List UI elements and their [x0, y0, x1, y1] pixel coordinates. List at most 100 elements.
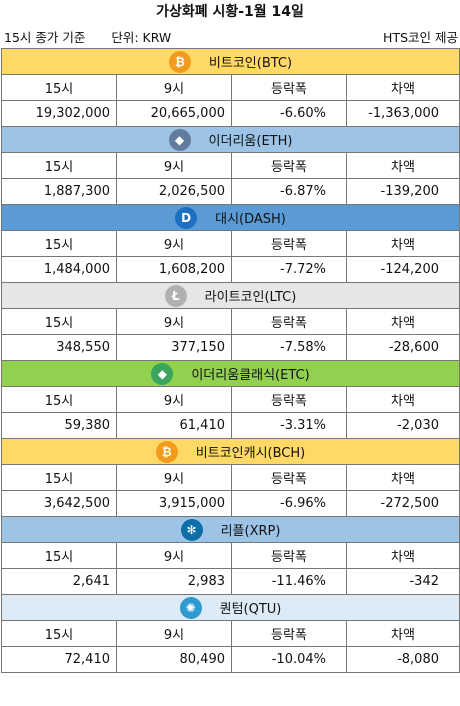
- column-header: 차액: [346, 309, 460, 334]
- subtitle-bar: 15시 종가 기준 단위: KRW HTS코인 제공: [0, 24, 460, 48]
- value-cell: -11.46%: [231, 569, 346, 594]
- value-cell: -6.60%: [231, 101, 346, 126]
- column-header: 15시: [1, 75, 116, 100]
- value-cell: 19,302,000: [1, 101, 116, 126]
- ethereum-icon: ◆: [168, 128, 191, 151]
- column-header: 15시: [1, 465, 116, 490]
- ethereum-classic-icon: ◆: [151, 362, 174, 385]
- qtum-icon: ✺: [179, 596, 202, 619]
- column-header: 15시: [1, 231, 116, 256]
- column-header-row: 15시 9시 등락폭 차액: [1, 387, 460, 413]
- value-row: 72,410 80,490 -10.04% -8,080: [1, 647, 460, 673]
- value-cell: -272,500: [346, 491, 460, 516]
- value-cell: -139,200: [346, 179, 460, 204]
- value-cell: 61,410: [116, 413, 231, 438]
- basis-label: 15시 종가 기준: [4, 29, 86, 45]
- coin-header: ₿ 비트코인캐시(BCH): [1, 439, 460, 465]
- value-cell: -7.72%: [231, 257, 346, 282]
- value-cell: 1,608,200: [116, 257, 231, 282]
- value-cell: 2,641: [1, 569, 116, 594]
- value-cell: -28,600: [346, 335, 460, 360]
- value-row: 3,642,500 3,915,000 -6.96% -272,500: [1, 491, 460, 517]
- value-cell: 2,983: [116, 569, 231, 594]
- value-cell: -3.31%: [231, 413, 346, 438]
- dash-icon: D: [175, 206, 198, 229]
- coin-header: ₿ 비트코인(BTC): [1, 49, 460, 75]
- value-cell: 2,026,500: [116, 179, 231, 204]
- ripple-icon: ✻: [180, 518, 203, 541]
- coin-name: 이더리움(ETH): [208, 134, 293, 149]
- column-header: 차액: [346, 153, 460, 178]
- litecoin-icon: Ł: [164, 284, 187, 307]
- value-cell: 20,665,000: [116, 101, 231, 126]
- column-header: 15시: [1, 153, 116, 178]
- column-header: 차액: [346, 465, 460, 490]
- column-header: 등락폭: [231, 231, 346, 256]
- column-header: 차액: [346, 543, 460, 568]
- column-header: 차액: [346, 387, 460, 412]
- value-cell: -8,080: [346, 647, 460, 672]
- value-cell: 3,642,500: [1, 491, 116, 516]
- provider-label: HTS코인 제공: [383, 29, 458, 45]
- value-row: 19,302,000 20,665,000 -6.60% -1,363,000: [1, 101, 460, 127]
- price-table: ₿ 비트코인(BTC) 15시 9시 등락폭 차액 19,302,000 20,665,000…: [1, 48, 460, 673]
- coin-header: ◆ 이더리움(ETH): [1, 127, 460, 153]
- value-row: 348,550 377,150 -7.58% -28,600: [1, 335, 460, 361]
- value-cell: -342: [346, 569, 460, 594]
- coin-header: ✻ 리플(XRP): [1, 517, 460, 543]
- coin-name: 대시(DASH): [215, 212, 286, 227]
- column-header: 9시: [116, 231, 231, 256]
- column-header: 등락폭: [231, 75, 346, 100]
- column-header-row: 15시 9시 등락폭 차액: [1, 543, 460, 569]
- value-cell: -6.96%: [231, 491, 346, 516]
- value-cell: -1,363,000: [346, 101, 460, 126]
- value-cell: 1,887,300: [1, 179, 116, 204]
- coin-name: 이더리움클래식(ETC): [191, 368, 310, 383]
- column-header-row: 15시 9시 등락폭 차액: [1, 75, 460, 101]
- column-header-row: 15시 9시 등락폭 차액: [1, 621, 460, 647]
- column-header: 9시: [116, 621, 231, 646]
- column-header: 9시: [116, 543, 231, 568]
- bitcoin-icon: ₿: [168, 50, 191, 73]
- column-header: 등락폭: [231, 543, 346, 568]
- value-cell: -10.04%: [231, 647, 346, 672]
- value-cell: -124,200: [346, 257, 460, 282]
- column-header: 등락폭: [231, 309, 346, 334]
- column-header: 등락폭: [231, 153, 346, 178]
- bitcoin-cash-icon: ₿: [155, 440, 178, 463]
- column-header: 15시: [1, 543, 116, 568]
- column-header: 등락폭: [231, 465, 346, 490]
- coin-header: ◆ 이더리움클래식(ETC): [1, 361, 460, 387]
- column-header: 9시: [116, 75, 231, 100]
- column-header: 9시: [116, 309, 231, 334]
- column-header: 차액: [346, 621, 460, 646]
- value-cell: -7.58%: [231, 335, 346, 360]
- column-header: 9시: [116, 387, 231, 412]
- value-cell: -2,030: [346, 413, 460, 438]
- column-header-row: 15시 9시 등락폭 차액: [1, 153, 460, 179]
- value-cell: 72,410: [1, 647, 116, 672]
- coin-header: Ł 라이트코인(LTC): [1, 283, 460, 309]
- coin-name: 리플(XRP): [220, 524, 281, 539]
- value-row: 2,641 2,983 -11.46% -342: [1, 569, 460, 595]
- column-header: 차액: [346, 231, 460, 256]
- column-header: 15시: [1, 309, 116, 334]
- column-header-row: 15시 9시 등락폭 차액: [1, 465, 460, 491]
- value-cell: 3,915,000: [116, 491, 231, 516]
- coin-name: 퀀텀(QTU): [219, 602, 282, 617]
- value-cell: 1,484,000: [1, 257, 116, 282]
- value-row: 59,380 61,410 -3.31% -2,030: [1, 413, 460, 439]
- column-header: 15시: [1, 387, 116, 412]
- page-title: 가상화폐 시황-1월 14일: [156, 4, 304, 20]
- column-header: 차액: [346, 75, 460, 100]
- column-header: 등락폭: [231, 621, 346, 646]
- column-header: 15시: [1, 621, 116, 646]
- value-cell: 377,150: [116, 335, 231, 360]
- column-header: 9시: [116, 465, 231, 490]
- value-cell: -6.87%: [231, 179, 346, 204]
- column-header-row: 15시 9시 등락폭 차액: [1, 231, 460, 257]
- coin-header: ✺ 퀀텀(QTU): [1, 595, 460, 621]
- value-cell: 80,490: [116, 647, 231, 672]
- column-header-row: 15시 9시 등락폭 차액: [1, 309, 460, 335]
- value-row: 1,887,300 2,026,500 -6.87% -139,200: [1, 179, 460, 205]
